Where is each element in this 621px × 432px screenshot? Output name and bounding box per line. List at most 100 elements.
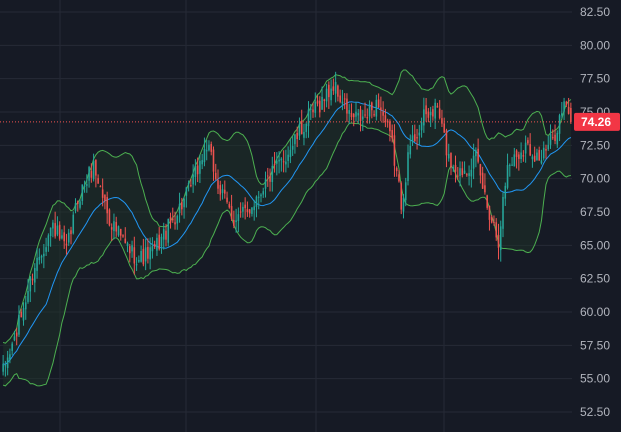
- vertical-gridlines: [59, 0, 445, 432]
- candle-body: [15, 332, 18, 337]
- candle-body: [255, 196, 258, 207]
- bollinger-band-fill: [3, 70, 571, 386]
- candle-body: [477, 148, 479, 162]
- candle-body: [484, 185, 486, 193]
- candle-body: [373, 114, 375, 116]
- candle-body: [538, 150, 540, 161]
- candle-body: [162, 229, 165, 240]
- candle-body: [515, 150, 518, 157]
- candle-body: [151, 246, 154, 252]
- candle-body: [303, 131, 305, 138]
- candle-body: [106, 197, 108, 214]
- candle-body: [38, 256, 41, 261]
- candle-body: [262, 191, 265, 195]
- candle-body: [194, 166, 197, 177]
- candle-body: [58, 224, 61, 239]
- candle-body: [115, 222, 118, 232]
- candle-body: [357, 113, 360, 116]
- candle-body: [497, 235, 500, 248]
- candle-body: [135, 264, 138, 266]
- candle-body: [429, 111, 432, 116]
- price-tick-label: 77.50: [580, 72, 610, 86]
- candle-body: [221, 189, 224, 193]
- candle-body: [461, 168, 464, 176]
- candle-body: [124, 238, 127, 244]
- candle-body: [6, 357, 9, 369]
- candle-body: [411, 135, 414, 143]
- candle-body: [309, 108, 312, 110]
- candle-body: [382, 111, 384, 116]
- candle-body: [456, 175, 459, 177]
- candle-body: [147, 246, 149, 259]
- candle-body: [346, 98, 348, 114]
- candle-body: [253, 206, 255, 211]
- candle-body: [355, 111, 357, 117]
- candle-body: [83, 185, 86, 187]
- candle-body: [389, 121, 391, 132]
- candle-body: [312, 109, 314, 113]
- price-tick-label: 70.00: [580, 172, 610, 186]
- candle-body: [185, 187, 188, 196]
- candle-body: [450, 152, 452, 168]
- candle-body: [228, 204, 231, 208]
- candle-body: [409, 145, 412, 155]
- candle-body: [138, 259, 140, 262]
- candle-body: [95, 159, 97, 176]
- candle-body: [364, 114, 366, 116]
- candle-body: [11, 343, 13, 351]
- candle-body: [201, 160, 203, 165]
- candle-body: [499, 226, 502, 251]
- candle-body: [434, 102, 436, 119]
- candle-body: [205, 150, 208, 152]
- bollinger-upper-band: [2, 69, 572, 344]
- candle-body: [563, 101, 565, 112]
- price-tick-label: 55.00: [580, 372, 610, 386]
- candle-body: [316, 100, 319, 104]
- candle-body: [561, 113, 563, 116]
- candle-body: [219, 185, 222, 195]
- candle-body: [257, 196, 260, 198]
- candle-body: [509, 164, 511, 166]
- candle-body: [244, 204, 246, 209]
- candle-body: [545, 148, 547, 151]
- candle-body: [348, 110, 350, 114]
- candle-body: [393, 135, 396, 166]
- candle-body: [328, 84, 330, 98]
- candle-body: [76, 201, 79, 205]
- candle-body: [504, 185, 507, 199]
- candle-body: [307, 109, 310, 127]
- price-tick-label: 67.50: [580, 205, 610, 219]
- candle-body: [314, 102, 317, 113]
- candle-body: [246, 209, 249, 213]
- candle-body: [319, 100, 321, 113]
- candle-body: [567, 106, 570, 114]
- candle-body: [264, 179, 267, 189]
- candle-body: [300, 120, 303, 135]
- candle-body: [531, 156, 534, 160]
- bollinger-lower-band: [2, 122, 571, 387]
- candle-body: [427, 111, 430, 118]
- price-tick-label: 60.00: [580, 305, 610, 319]
- candle-body: [18, 314, 20, 335]
- candle-body: [167, 218, 170, 243]
- price-tick-label: 72.50: [580, 138, 610, 152]
- candle-body: [233, 219, 235, 226]
- candle-body: [359, 109, 362, 121]
- candle-body: [518, 154, 520, 159]
- candle-body: [488, 205, 491, 220]
- candle-body: [305, 123, 308, 132]
- candle-body: [384, 115, 387, 122]
- candle-body: [214, 172, 217, 180]
- candle-body: [278, 159, 280, 162]
- candle-body: [486, 195, 488, 208]
- candle-body: [377, 99, 380, 108]
- last-price-tag: [574, 112, 620, 131]
- candle-body: [72, 214, 75, 234]
- candle-body: [273, 163, 276, 165]
- candle-body: [280, 158, 283, 161]
- candle-body: [237, 214, 240, 221]
- candle-body: [56, 225, 59, 235]
